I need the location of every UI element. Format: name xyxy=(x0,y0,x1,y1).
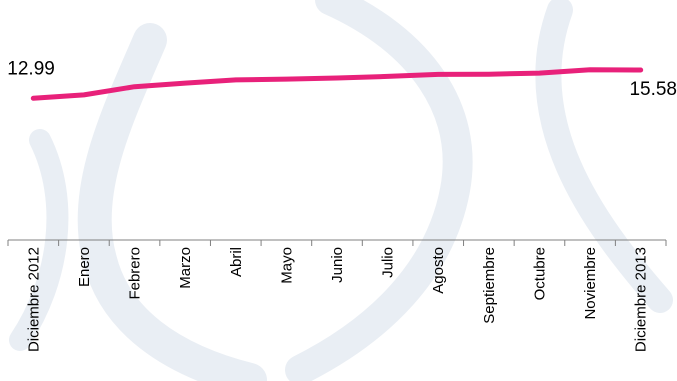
x-tick-label: Agosto xyxy=(430,247,447,294)
series-line xyxy=(30,67,644,101)
label-layer: 12.99 15.58 xyxy=(7,58,677,100)
x-tick-label: Julio xyxy=(380,247,397,278)
data-label-first: 12.99 xyxy=(7,58,55,79)
x-tick-label: Enero xyxy=(76,247,93,287)
x-tick-label: Abril xyxy=(228,247,245,277)
x-tick-label: Diciembre 2013 xyxy=(633,247,650,352)
x-tick-label: Marzo xyxy=(177,247,194,289)
x-axis: Diciembre 2012 Enero Febrero Marzo Abril Mayo… xyxy=(7,239,667,352)
x-tick-label: Octubre xyxy=(531,247,548,300)
background-watermark xyxy=(9,0,673,381)
x-tick-label: Mayo xyxy=(278,247,295,284)
x-tick-label: Diciembre 2012 xyxy=(25,247,42,352)
x-tick-label: Noviembre xyxy=(582,247,599,320)
data-label-last: 15.58 xyxy=(629,79,677,100)
x-tick-label: Septiembre xyxy=(481,247,498,324)
series-layer xyxy=(30,67,644,101)
x-tick-label: Junio xyxy=(329,247,346,283)
x-tick-label: Febrero xyxy=(127,247,144,300)
